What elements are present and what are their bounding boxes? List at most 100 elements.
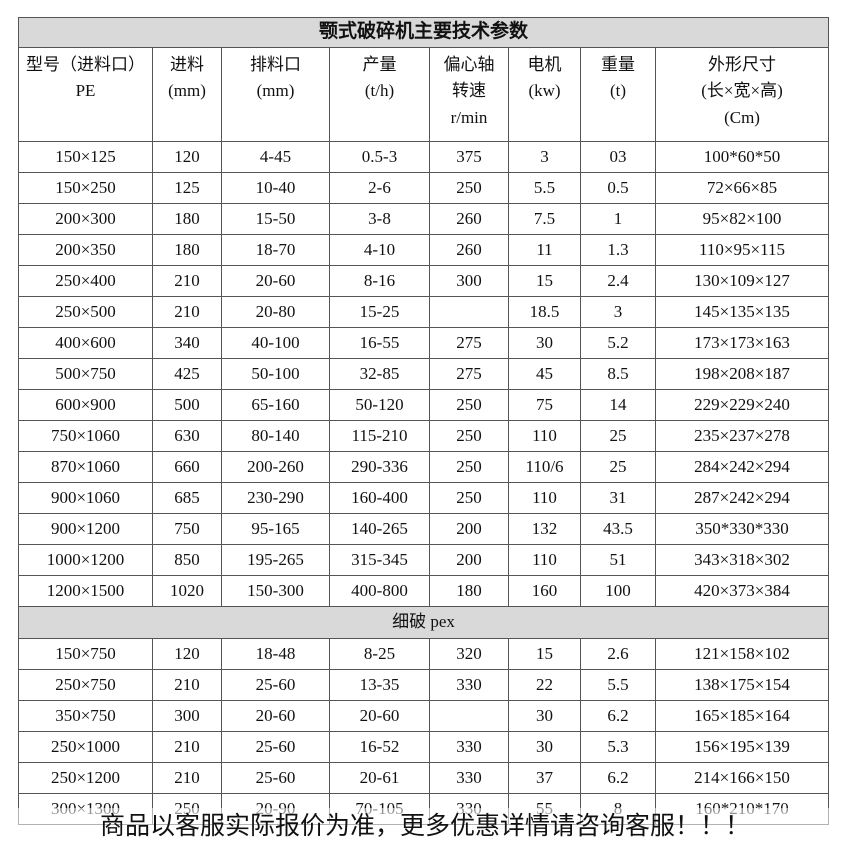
cell: 25 xyxy=(580,420,656,452)
cell: 72×66×85 xyxy=(654,172,830,204)
cell: 200 xyxy=(429,544,509,576)
cell: 750 xyxy=(152,513,222,545)
cell: 11 xyxy=(508,234,581,266)
cell: 51 xyxy=(580,544,656,576)
cell: 32-85 xyxy=(329,358,430,390)
cell xyxy=(429,296,509,328)
cell: 110 xyxy=(508,482,581,514)
cell: 1000×1200 xyxy=(18,544,153,576)
cell: 20-60 xyxy=(221,700,330,732)
cell: 250×750 xyxy=(18,669,153,701)
cell: 30 xyxy=(508,327,581,359)
cell: 375 xyxy=(429,141,509,173)
cell: 110 xyxy=(508,420,581,452)
cell: 1.3 xyxy=(580,234,656,266)
header-cell: 产量 (t/h) xyxy=(329,47,430,142)
cell: 630 xyxy=(152,420,222,452)
data-row: 350×750 300 20-60 20-60 30 6.2 165×185×164 xyxy=(18,700,830,732)
header-cell: 排料口 (mm) xyxy=(221,47,330,142)
cell: 20-61 xyxy=(329,762,430,794)
cell: 75 xyxy=(508,389,581,421)
cell: 260 xyxy=(429,203,509,235)
cell: 2.6 xyxy=(580,638,656,670)
cell: 5.2 xyxy=(580,327,656,359)
cell: 95-165 xyxy=(221,513,330,545)
cell: 340 xyxy=(152,327,222,359)
cell: 10-40 xyxy=(221,172,330,204)
cell: 25-60 xyxy=(221,669,330,701)
header-cell: 电机 (kw) xyxy=(508,47,581,142)
data-row: 900×1200 750 95-165 140-265 200 132 43.5 350*33… xyxy=(18,513,830,545)
cell: 50-120 xyxy=(329,389,430,421)
cell: 8.5 xyxy=(580,358,656,390)
cell: 115-210 xyxy=(329,420,430,452)
cell: 300 xyxy=(429,265,509,297)
data-row: 200×300 180 15-50 3-8 260 7.5 1 95×82×100 xyxy=(18,203,830,235)
cell: 250 xyxy=(429,389,509,421)
cell: 400×600 xyxy=(18,327,153,359)
cell: 25-60 xyxy=(221,731,330,763)
cell: 425 xyxy=(152,358,222,390)
cell: 16-55 xyxy=(329,327,430,359)
cell: 37 xyxy=(508,762,581,794)
data-row: 250×1200 210 25-60 20-61 330 37 6.2 214×166×150 xyxy=(18,762,830,794)
cell: 15 xyxy=(508,638,581,670)
data-row: 150×125 120 4-45 0.5-3 375 3 03 100*60*50 xyxy=(18,141,830,173)
cell: 150×250 xyxy=(18,172,153,204)
cell: 15-25 xyxy=(329,296,430,328)
header-cell: 外形尺寸 (长×宽×高) (Cm) xyxy=(654,47,830,142)
data-row: 400×600 340 40-100 16-55 275 30 5.2 173×173×163 xyxy=(18,327,830,359)
data-row: 750×1060 630 80-140 115-210 250 110 25 235×237×… xyxy=(18,420,830,452)
cell: 15 xyxy=(508,265,581,297)
cell: 25-60 xyxy=(221,762,330,794)
cell: 330 xyxy=(429,731,509,763)
cell: 0.5 xyxy=(580,172,656,204)
cell: 350*330*330 xyxy=(654,513,830,545)
header-cell: 重量 (t) xyxy=(580,47,656,142)
cell: 43.5 xyxy=(580,513,656,545)
data-row: 500×750 425 50-100 32-85 275 45 8.5 198×208×187 xyxy=(18,358,830,390)
cell: 132 xyxy=(508,513,581,545)
data-row: 600×900 500 65-160 50-120 250 75 14 229×229×240 xyxy=(18,389,830,421)
cell: 290-336 xyxy=(329,451,430,483)
cell: 250 xyxy=(429,451,509,483)
cell: 250 xyxy=(429,172,509,204)
cell: 8-16 xyxy=(329,265,430,297)
cell: 250×400 xyxy=(18,265,153,297)
cell: 25 xyxy=(580,451,656,483)
cell: 138×175×154 xyxy=(654,669,830,701)
cell: 660 xyxy=(152,451,222,483)
cell: 870×1060 xyxy=(18,451,153,483)
cell: 420×373×384 xyxy=(654,575,830,607)
header-cell: 型号（进料口） PE xyxy=(18,47,153,142)
spec-table: 颚式破碎机主要技术参数 型号（进料口） PE 进料 (mm) 排料口 (mm) 产量 … xyxy=(17,17,830,825)
cell: 3 xyxy=(508,141,581,173)
cell: 900×1060 xyxy=(18,482,153,514)
cell: 350×750 xyxy=(18,700,153,732)
cell: 210 xyxy=(152,762,222,794)
cell: 40-100 xyxy=(221,327,330,359)
cell: 250×1200 xyxy=(18,762,153,794)
cell xyxy=(429,700,509,732)
cell: 0.5-3 xyxy=(329,141,430,173)
cell: 121×158×102 xyxy=(654,638,830,670)
cell: 250×500 xyxy=(18,296,153,328)
data-row: 870×1060 660 200-260 290-336 250 110/6 25 284×2… xyxy=(18,451,830,483)
cell: 343×318×302 xyxy=(654,544,830,576)
cell: 165×185×164 xyxy=(654,700,830,732)
data-row: 250×400 210 20-60 8-16 300 15 2.4 130×109×127 xyxy=(18,265,830,297)
cell: 900×1200 xyxy=(18,513,153,545)
cell: 287×242×294 xyxy=(654,482,830,514)
title-row: 颚式破碎机主要技术参数 xyxy=(17,17,830,48)
cell: 198×208×187 xyxy=(654,358,830,390)
cell: 180 xyxy=(152,234,222,266)
data-row: 150×750 120 18-48 8-25 320 15 2.6 121×158×102 xyxy=(18,638,830,670)
cell: 284×242×294 xyxy=(654,451,830,483)
cell: 210 xyxy=(152,731,222,763)
cell: 195-265 xyxy=(221,544,330,576)
data-row: 250×1000 210 25-60 16-52 330 30 5.3 156×195×139 xyxy=(18,731,830,763)
cell: 260 xyxy=(429,234,509,266)
cell: 4-45 xyxy=(221,141,330,173)
header-row: 型号（进料口） PE 进料 (mm) 排料口 (mm) 产量 (t/h) 偏心轴 转速 … xyxy=(18,47,830,142)
cell: 210 xyxy=(152,669,222,701)
